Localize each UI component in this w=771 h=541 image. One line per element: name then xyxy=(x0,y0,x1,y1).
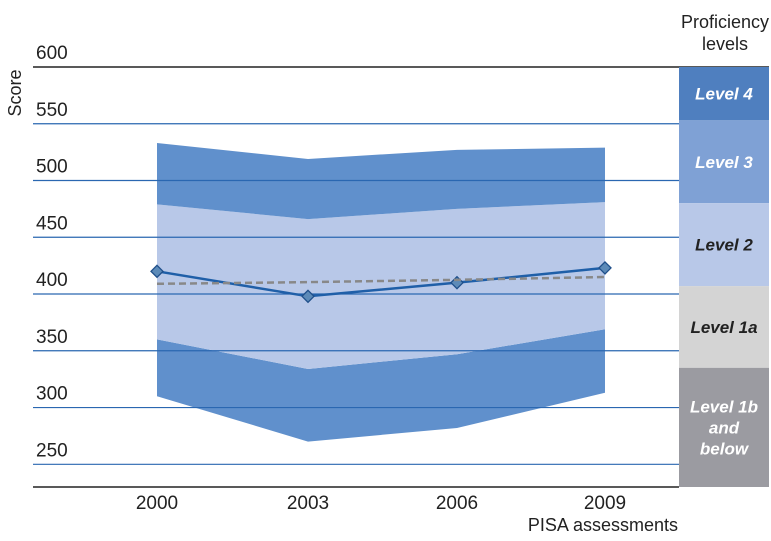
proficiency-levels: Level 4 Level 3 Level 2 Level 1a Level 1b and… xyxy=(679,67,769,487)
gridlines xyxy=(33,66,769,488)
x-tick-2000: 2000 xyxy=(136,493,178,514)
band-1 xyxy=(157,202,605,369)
axis-ticks: 250 300 350 400 450 500 550 600 2000 2003 2006 2009 xyxy=(36,43,626,514)
x-tick-2003: 2003 xyxy=(287,493,329,514)
level-label-0: Level 4 xyxy=(695,85,753,104)
series-line-1 xyxy=(156,275,606,286)
x-tick-2009: 2009 xyxy=(584,493,626,514)
y-tick-450: 450 xyxy=(36,213,68,234)
series-lines xyxy=(150,260,612,304)
data-point xyxy=(150,264,164,279)
y-tick-300: 300 xyxy=(36,384,68,405)
y-tick-500: 500 xyxy=(36,157,68,178)
band-0 xyxy=(157,329,605,442)
score-bands xyxy=(157,143,605,442)
y-tick-350: 350 xyxy=(36,327,68,348)
level-label-4: Level 1b and below xyxy=(690,397,758,458)
legend-title: Proficiency levels xyxy=(681,12,769,54)
level-band-1 xyxy=(679,120,769,204)
level-band-2 xyxy=(679,203,769,287)
level-band-4 xyxy=(679,367,769,487)
level-label-2: Level 2 xyxy=(695,236,753,255)
y-tick-550: 550 xyxy=(36,100,68,121)
level-label-1: Level 3 xyxy=(695,153,753,172)
level-band-0 xyxy=(679,67,769,121)
data-point xyxy=(598,260,612,275)
x-axis-title: PISA assessments xyxy=(528,515,678,535)
level-label-3: Level 1a xyxy=(690,318,757,337)
y-tick-250: 250 xyxy=(36,440,68,461)
y-tick-600: 600 xyxy=(36,43,68,64)
y-axis-title: Score xyxy=(5,69,25,116)
data-point xyxy=(301,289,315,304)
level-band-3 xyxy=(679,286,769,368)
x-tick-2006: 2006 xyxy=(436,493,478,514)
series-line-0 xyxy=(156,266,606,298)
y-tick-400: 400 xyxy=(36,270,68,291)
